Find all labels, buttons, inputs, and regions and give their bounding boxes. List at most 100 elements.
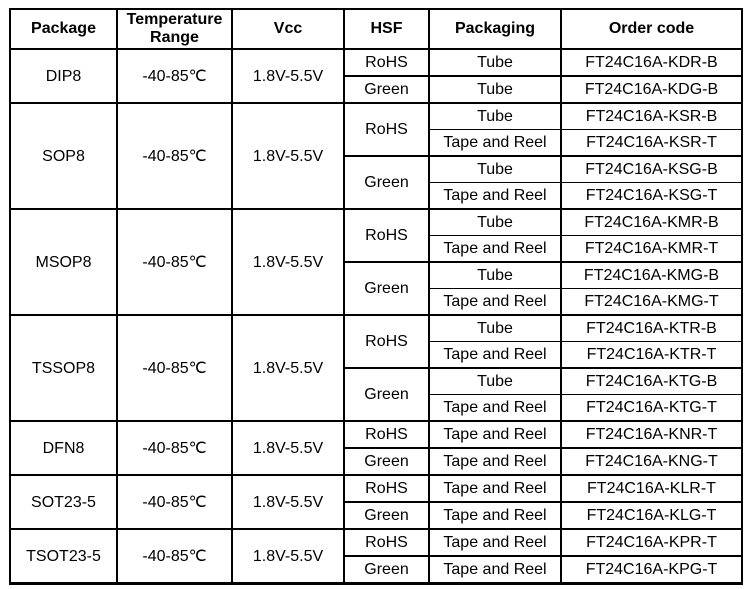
cell-order-code: FT24C16A-KDR-B (560, 48, 743, 77)
cell-hsf: RoHS (343, 102, 430, 157)
cell-hsf: Green (343, 75, 430, 104)
table-row: Tape and Reel FT24C16A-KSR-T (10, 129, 743, 157)
cell-vcc: 1.8V-5.5V (231, 102, 345, 210)
cell-hsf: Green (343, 501, 430, 530)
table-row: TSOT23-5 -40-85℃ 1.8V-5.5V RoHS Tape and… (9, 528, 743, 584)
cell-hsf: RoHS (343, 528, 430, 557)
cell-packaging: Tape and Reel (428, 474, 562, 503)
table-row: Tape and Reel FT24C16A-KMG-T (10, 288, 743, 316)
cell-vcc: 1.8V-5.5V (231, 528, 345, 584)
cell-packaging: Tape and Reel (428, 394, 562, 422)
table-row: Green Tape and Reel FT24C16A-KLG-T (10, 501, 743, 530)
cell-order-code: FT24C16A-KMR-B (560, 208, 743, 236)
cell-packaging: Tape and Reel (428, 182, 562, 210)
cell-vcc: 1.8V-5.5V (231, 474, 345, 530)
cell-order-code: FT24C16A-KMG-T (560, 288, 743, 316)
cell-hsf: Green (343, 555, 430, 584)
table-row: DFN8 -40-85℃ 1.8V-5.5V RoHS Tape and Ree… (9, 420, 743, 476)
table-row: Green Tube FT24C16A-KTG-B (10, 367, 743, 422)
cell-packaging: Tape and Reel (428, 129, 562, 157)
cell-temperature-range: -40-85℃ (116, 420, 233, 476)
cell-vcc: 1.8V-5.5V (231, 314, 345, 422)
cell-vcc: 1.8V-5.5V (231, 48, 345, 104)
table-row: Tape and Reel FT24C16A-KSG-T (10, 182, 743, 210)
cell-vcc: 1.8V-5.5V (231, 420, 345, 476)
table-row: Tape and Reel FT24C16A-KTR-T (10, 341, 743, 369)
cell-hsf: Green (343, 155, 430, 210)
cell-hsf: RoHS (343, 420, 430, 449)
cell-temperature-range: -40-85℃ (116, 314, 233, 422)
cell-order-code: FT24C16A-KTR-B (560, 314, 743, 342)
header-cell-package: Package (9, 8, 118, 50)
cell-order-code: FT24C16A-KLR-T (560, 474, 743, 503)
cell-order-code: FT24C16A-KMG-B (560, 261, 743, 289)
cell-order-code: FT24C16A-KNG-T (560, 447, 743, 476)
cell-order-code: FT24C16A-KDG-B (560, 75, 743, 104)
cell-package: MSOP8 (9, 208, 118, 316)
cell-order-code: FT24C16A-KTG-T (560, 394, 743, 422)
cell-hsf: Green (343, 367, 430, 422)
cell-packaging: Tube (428, 367, 562, 395)
cell-hsf: Green (343, 261, 430, 316)
cell-packaging: Tube (428, 314, 562, 342)
cell-order-code: FT24C16A-KSR-T (560, 129, 743, 157)
table-row: SOP8 -40-85℃ 1.8V-5.5V RoHS Tube FT24C16… (9, 102, 743, 210)
cell-package: SOP8 (9, 102, 118, 210)
cell-order-code: FT24C16A-KSR-B (560, 102, 743, 130)
cell-order-code: FT24C16A-KTG-B (560, 367, 743, 395)
table-row: MSOP8 -40-85℃ 1.8V-5.5V RoHS Tube FT24C1… (9, 208, 743, 316)
cell-packaging: Tape and Reel (428, 528, 562, 557)
cell-order-code: FT24C16A-KMR-T (560, 235, 743, 263)
cell-order-code: FT24C16A-KTR-T (560, 341, 743, 369)
cell-hsf: RoHS (343, 48, 430, 77)
header-cell-hsf: HSF (343, 8, 430, 50)
cell-packaging: Tape and Reel (428, 555, 562, 584)
cell-package: TSOT23-5 (9, 528, 118, 584)
cell-packaging: Tube (428, 75, 562, 104)
cell-packaging: Tube (428, 102, 562, 130)
table-row: Green Tube FT24C16A-KMG-B (10, 261, 743, 316)
table-row: Green Tube FT24C16A-KSG-B (10, 155, 743, 210)
cell-order-code: FT24C16A-KSG-T (560, 182, 743, 210)
header-cell-packaging: Packaging (428, 8, 562, 50)
cell-packaging: Tube (428, 48, 562, 77)
header-row: Package Temperature Range Vcc HSF Packag… (9, 8, 743, 50)
cell-order-code: FT24C16A-KPG-T (560, 555, 743, 584)
table-row: SOT23-5 -40-85℃ 1.8V-5.5V RoHS Tape and … (9, 474, 743, 530)
cell-temperature-range: -40-85℃ (116, 208, 233, 316)
cell-hsf: RoHS (343, 474, 430, 503)
cell-package: DIP8 (9, 48, 118, 104)
header-cell-order-code: Order code (560, 8, 743, 50)
cell-temperature-range: -40-85℃ (116, 528, 233, 584)
cell-vcc: 1.8V-5.5V (231, 208, 345, 316)
ordering-info-table: Package Temperature Range Vcc HSF Packag… (9, 8, 743, 585)
table-row: Tape and Reel FT24C16A-KTG-T (10, 394, 743, 422)
cell-packaging: Tube (428, 155, 562, 183)
table-row: Green Tape and Reel FT24C16A-KNG-T (10, 447, 743, 476)
cell-hsf: Green (343, 447, 430, 476)
cell-hsf: RoHS (343, 314, 430, 369)
header-cell-temperature-range: Temperature Range (116, 8, 233, 50)
cell-packaging: Tape and Reel (428, 288, 562, 316)
cell-packaging: Tape and Reel (428, 447, 562, 476)
table-row: Green Tube FT24C16A-KDG-B (10, 75, 743, 104)
cell-order-code: FT24C16A-KSG-B (560, 155, 743, 183)
cell-packaging: Tape and Reel (428, 341, 562, 369)
table-row: Green Tape and Reel FT24C16A-KPG-T (10, 555, 743, 584)
cell-package: DFN8 (9, 420, 118, 476)
cell-temperature-range: -40-85℃ (116, 48, 233, 104)
header-cell-vcc: Vcc (231, 8, 345, 50)
cell-packaging: Tape and Reel (428, 235, 562, 263)
cell-order-code: FT24C16A-KLG-T (560, 501, 743, 530)
table-row: DIP8 -40-85℃ 1.8V-5.5V RoHS Tube FT24C16… (9, 48, 743, 104)
cell-packaging: Tube (428, 208, 562, 236)
table-row: Tape and Reel FT24C16A-KMR-T (10, 235, 743, 263)
cell-temperature-range: -40-85℃ (116, 102, 233, 210)
cell-package: SOT23-5 (9, 474, 118, 530)
cell-temperature-range: -40-85℃ (116, 474, 233, 530)
table-row: TSSOP8 -40-85℃ 1.8V-5.5V RoHS Tube FT24C… (9, 314, 743, 422)
cell-packaging: Tape and Reel (428, 501, 562, 530)
cell-packaging: Tube (428, 261, 562, 289)
cell-order-code: FT24C16A-KNR-T (560, 420, 743, 449)
